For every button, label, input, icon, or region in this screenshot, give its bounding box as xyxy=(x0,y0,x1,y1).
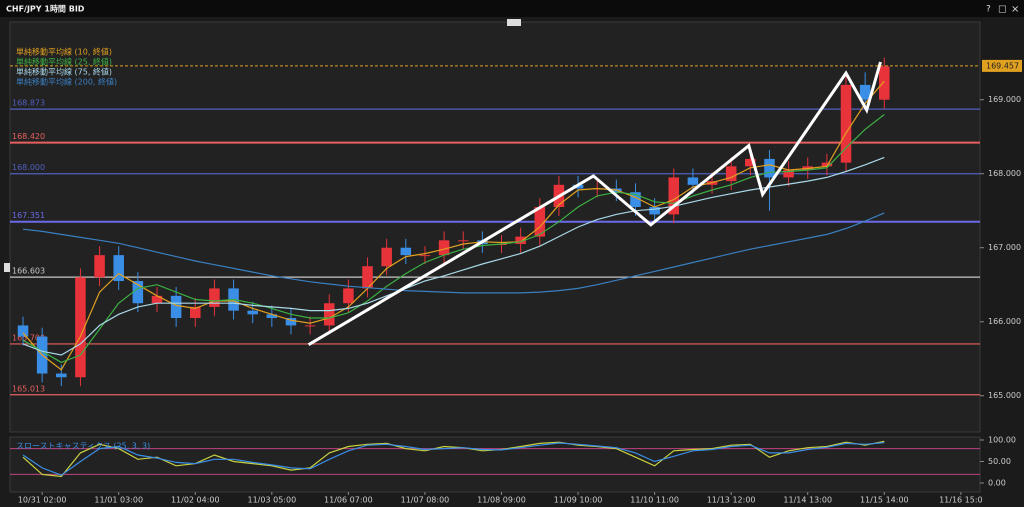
y-tick-label: 0.00 xyxy=(988,478,1006,487)
ma-line xyxy=(22,114,885,364)
legend-entry: 単純移動平均線 (25, 終値) xyxy=(16,57,112,67)
main-plot: 168.873 168.420 168.000 167.351 166.603 165.7… xyxy=(10,57,980,396)
stoch-plot xyxy=(10,440,980,478)
level-label: 166.603 xyxy=(12,267,45,276)
x-tick-label: 11/16 15:0 xyxy=(939,496,983,505)
candle-body xyxy=(859,84,871,100)
x-tick-label: 11/06 07:00 xyxy=(324,496,373,505)
stoch-line xyxy=(22,440,885,478)
candle-body xyxy=(170,295,182,319)
level-label: 168.420 xyxy=(12,132,45,141)
candle-body xyxy=(745,158,756,167)
candle-body xyxy=(649,207,660,215)
candle-body xyxy=(725,166,737,182)
level-label: 165.700 xyxy=(12,333,45,342)
x-tick-label: 11/07 08:00 xyxy=(401,496,450,505)
candle-body xyxy=(190,306,201,319)
candle-body xyxy=(783,170,794,178)
stoch-line xyxy=(22,442,885,476)
candle-body xyxy=(630,192,641,208)
y-tick-label: 167.000 xyxy=(988,243,1021,252)
candle-body xyxy=(56,373,67,378)
title-bar xyxy=(0,0,1024,17)
legend-entry: 単純移動平均線 (10, 終値) xyxy=(16,47,112,57)
y-tick-label: 165.000 xyxy=(988,391,1021,400)
candle-body xyxy=(266,314,278,319)
candle-body xyxy=(304,325,316,327)
level-label: 168.873 xyxy=(12,99,45,108)
y-tick-label: 169.000 xyxy=(988,95,1021,104)
candle-body xyxy=(534,207,546,237)
x-tick-label: 11/14 13:00 xyxy=(783,496,832,505)
candle-body xyxy=(438,240,450,256)
x-tick-label: 11/01 03:00 xyxy=(94,496,143,505)
candle-body xyxy=(840,84,852,163)
legend-entry: 単純移動平均線 (75, 終値) xyxy=(16,67,112,77)
candle-body xyxy=(343,288,354,304)
candle-body xyxy=(75,277,86,378)
ma-line xyxy=(22,80,885,371)
y-tick-label: 168.000 xyxy=(988,169,1021,178)
candle-body xyxy=(132,281,144,304)
y-tick-label: 50.00 xyxy=(988,457,1011,466)
x-tick-label: 10/31 02:00 xyxy=(18,496,67,505)
candle-body xyxy=(668,177,680,215)
x-tick-label: 11/13 12:00 xyxy=(707,496,756,505)
stoch-title: スローストキャスティクス (25, 3, 3) xyxy=(16,442,150,451)
x-tick-label: 11/03 05:00 xyxy=(248,496,297,505)
candle-body xyxy=(362,266,373,289)
candle-body xyxy=(515,236,526,245)
trend-zigzag xyxy=(307,61,882,346)
candle-body xyxy=(821,162,833,167)
stoch-panel xyxy=(9,436,981,493)
last-price-label: 169.457 xyxy=(986,61,1019,70)
candle-body xyxy=(457,240,469,242)
ma-line xyxy=(22,156,885,356)
close-button[interactable]: × xyxy=(1011,4,1019,15)
candle-body xyxy=(879,66,890,100)
main-panel xyxy=(9,21,981,433)
candle-body xyxy=(285,318,297,326)
panel-handle[interactable] xyxy=(4,263,10,272)
x-tick-label: 11/08 09:00 xyxy=(477,496,526,505)
candle-body xyxy=(209,288,220,307)
help-button[interactable]: ? xyxy=(986,5,991,15)
candle-body xyxy=(94,255,105,278)
candle-body xyxy=(151,295,163,304)
candle-body xyxy=(247,310,258,315)
maximize-button[interactable]: □ xyxy=(998,5,1007,15)
collapse-button[interactable] xyxy=(507,19,521,26)
x-tick-label: 11/15 14:00 xyxy=(860,496,909,505)
last-price-box xyxy=(982,59,1022,72)
y-tick-label: 100.00 xyxy=(988,436,1016,445)
x-tick-label: 11/10 11:00 xyxy=(630,496,679,505)
candle-body xyxy=(381,247,392,267)
level-label: 167.351 xyxy=(12,211,45,220)
level-label: 165.013 xyxy=(12,384,45,393)
x-tick-label: 11/02 04:00 xyxy=(171,496,220,505)
chart-title: CHF/JPY 1時間 BID xyxy=(6,4,85,14)
y-tick-label: 166.000 xyxy=(988,317,1021,326)
level-label: 168.000 xyxy=(12,163,45,172)
candle-body xyxy=(113,255,124,282)
candle-body xyxy=(323,303,335,326)
candle-body xyxy=(419,255,431,257)
x-tick-label: 11/09 10:00 xyxy=(554,496,603,505)
candle-body xyxy=(17,325,29,337)
candle-body xyxy=(400,247,412,256)
candle-body xyxy=(764,158,775,178)
ma-line xyxy=(22,212,885,294)
legend-entry: 単純移動平均線 (200, 終値) xyxy=(16,77,117,87)
candle-body xyxy=(687,177,699,185)
